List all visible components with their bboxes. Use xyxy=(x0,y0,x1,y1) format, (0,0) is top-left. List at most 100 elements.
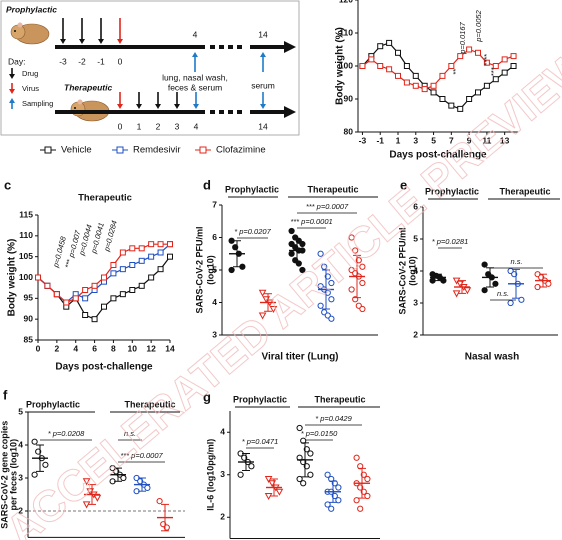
point-marker xyxy=(82,312,89,318)
point-marker xyxy=(403,79,410,86)
y-tick-label: 105 xyxy=(19,251,33,261)
panel-label: c xyxy=(4,177,11,192)
day-number: 2 xyxy=(156,121,161,131)
y-tick-label: 90 xyxy=(344,93,354,103)
data-point xyxy=(481,261,488,268)
data-point xyxy=(353,497,360,504)
point-marker xyxy=(101,274,107,281)
data-point xyxy=(335,484,342,491)
data-point xyxy=(228,266,235,274)
point-marker xyxy=(119,266,126,273)
panel-label: g xyxy=(203,389,211,404)
point-marker xyxy=(44,282,51,289)
y-tick-label: 115 xyxy=(19,209,33,219)
point-marker xyxy=(359,63,366,69)
point-marker xyxy=(53,291,60,298)
arrow-head xyxy=(9,98,15,103)
legend-marker xyxy=(116,146,124,154)
point-marker xyxy=(501,69,508,76)
data-point xyxy=(364,475,371,483)
point-marker xyxy=(475,49,481,56)
point-marker xyxy=(63,299,70,306)
data-point xyxy=(241,454,248,461)
point-marker xyxy=(148,241,155,248)
arrow-head xyxy=(260,52,266,57)
data-point xyxy=(328,505,335,512)
arrow-head xyxy=(136,104,142,109)
x-tick-label: 2 xyxy=(54,343,59,353)
y-axis-label: Body weight (%) xyxy=(335,27,346,105)
arrow-head xyxy=(117,104,123,109)
hamster-head xyxy=(10,24,26,40)
point-marker xyxy=(119,249,126,256)
data-point xyxy=(348,286,355,293)
annotation: **** xyxy=(482,53,491,66)
y-tick-label: 3 xyxy=(413,297,418,307)
point-marker xyxy=(475,89,481,96)
y-tick-label: 120 xyxy=(339,0,353,4)
y-tick-label: 4 xyxy=(220,427,225,437)
legend-label: Remdesivir xyxy=(133,145,181,156)
x-tick-label: -3 xyxy=(359,135,367,145)
annotation: p=0.0052 xyxy=(474,9,483,42)
x-tick-label: 1 xyxy=(396,135,401,145)
hamster-ear xyxy=(77,99,83,105)
data-point xyxy=(359,305,366,313)
x-tick-label: -1 xyxy=(376,135,384,145)
comparison-label: * p=0.0207 xyxy=(234,227,271,236)
point-marker xyxy=(129,287,136,293)
x-axis-label: Days post-challenge xyxy=(389,150,487,161)
point-marker xyxy=(448,102,455,109)
schematic-title: Therapeutic xyxy=(64,82,112,92)
point-marker xyxy=(129,245,136,252)
day-number: 14 xyxy=(258,29,268,39)
y-tick-label: 3 xyxy=(220,469,225,479)
data-point xyxy=(296,424,303,432)
point-marker xyxy=(157,266,164,273)
x-tick-label: 7 xyxy=(449,135,454,145)
y-tick-label: 100 xyxy=(19,272,33,282)
point-marker xyxy=(110,295,117,302)
y-tick-label: 110 xyxy=(19,230,33,240)
point-marker xyxy=(35,274,41,281)
annotation: ** xyxy=(451,68,460,75)
point-marker xyxy=(157,241,164,248)
group-title: Therapeutic xyxy=(307,184,358,194)
comparison-label: * p=0.0281 xyxy=(432,237,469,246)
group-title: Prophylactic xyxy=(425,186,479,196)
key-label: Virus xyxy=(22,84,39,93)
key-label: Drug xyxy=(22,69,38,78)
y-tick-label: 7 xyxy=(212,199,217,209)
data-point xyxy=(317,302,324,309)
data-point xyxy=(359,279,366,287)
y-tick-label: 4 xyxy=(18,439,23,449)
data-point xyxy=(307,450,314,457)
day-number: 1 xyxy=(137,121,142,131)
comparison-label: * p=0.0150 xyxy=(301,429,338,438)
point-marker xyxy=(377,43,384,50)
arrow-head xyxy=(155,104,161,109)
day-number: 0 xyxy=(118,121,123,131)
data-point xyxy=(144,484,151,491)
arrow-head xyxy=(98,39,104,44)
point-marker xyxy=(119,291,126,298)
x-tick-label: 3 xyxy=(413,135,418,145)
data-point xyxy=(348,234,355,241)
data-point xyxy=(258,289,267,297)
data-point xyxy=(357,505,364,512)
day-number: 3 xyxy=(175,121,180,131)
comparison-label: *** p=0.0001 xyxy=(290,217,332,226)
panel-label: e xyxy=(400,177,407,192)
x-axis-label: Viral titer (Lung) xyxy=(261,352,338,363)
point-marker xyxy=(448,63,455,69)
day-number: 0 xyxy=(118,56,123,66)
x-tick-label: 5 xyxy=(431,135,436,145)
day-label: Day: xyxy=(8,56,25,66)
data-point xyxy=(328,279,335,287)
point-marker xyxy=(386,66,393,73)
legend-label: Clofazimine xyxy=(216,145,266,156)
point-marker xyxy=(72,295,79,302)
point-marker xyxy=(129,262,136,268)
point-marker xyxy=(430,82,437,89)
